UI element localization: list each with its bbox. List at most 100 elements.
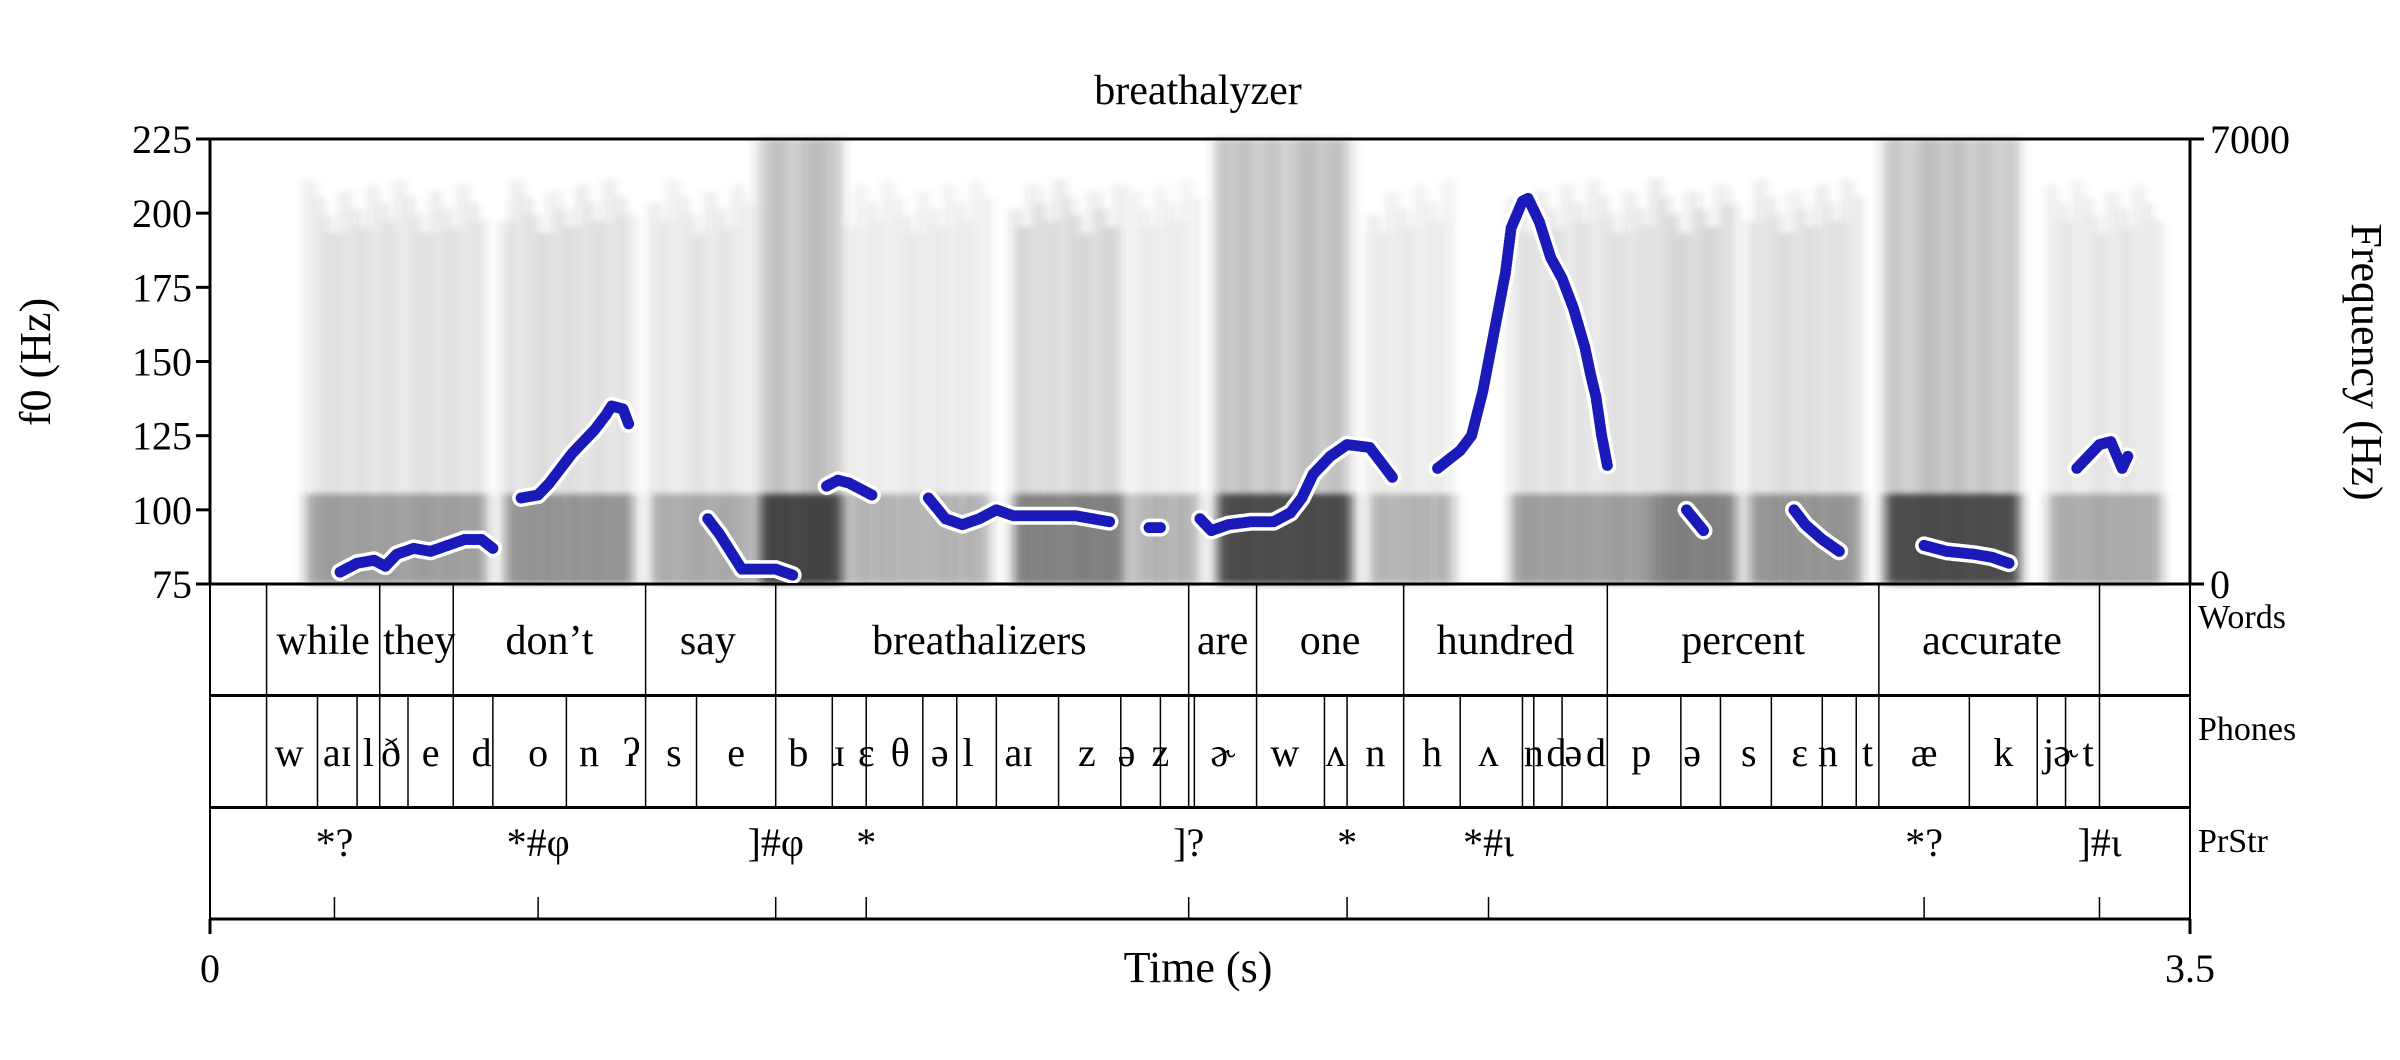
spectrogram-stripe (569, 227, 576, 584)
spectrogram-stripe (1835, 221, 1842, 584)
spectrogram-stripe (1893, 139, 1900, 584)
spectrogram-stripe (2083, 197, 2090, 584)
phone-label: h (1422, 730, 1442, 775)
phone-label: ɚ (2053, 730, 2079, 775)
spectrogram-stripe (1911, 139, 1919, 584)
annotation-tiers: while they don’t say breathalizers are one hund… (209, 583, 2296, 920)
spectrogram-stripe (660, 221, 667, 584)
pitch-segment (1140, 518, 1170, 537)
phone-label: d (472, 730, 492, 775)
spectrogram-stripe (450, 227, 458, 584)
phone-label: z (1152, 730, 1170, 775)
pitch-segment (1677, 500, 1713, 540)
spectrogram-low-band (1132, 494, 1200, 584)
phone-label: o (528, 730, 548, 775)
spectrogram-stripe (743, 203, 751, 584)
spectrogram-stripe (734, 185, 742, 584)
spectrogram-stripe (1634, 209, 1642, 584)
spectrogram-stripe (697, 233, 705, 584)
spectrogram-stripe (955, 203, 962, 584)
phone-label: j (2041, 730, 2054, 775)
spectrogram-stripe (1662, 197, 1669, 584)
spectrogram-stripe (1253, 139, 1260, 584)
spectrogram-stripe (1929, 139, 1937, 584)
spectrogram-stripe (1902, 139, 1909, 584)
f0-tick-label: 175 (132, 265, 192, 310)
spectrogram-stripe (1183, 179, 1189, 584)
spectrogram-stripe (1445, 179, 1452, 584)
f0-tick-label: 225 (132, 117, 192, 162)
f0-tick-label: 100 (132, 488, 192, 533)
spectrogram-stripe (1316, 139, 1323, 584)
spectrogram-stripe (928, 209, 935, 584)
phone-label: ɹ (831, 730, 844, 775)
pitch-segment (331, 530, 502, 582)
spectrogram-band (1748, 179, 1862, 584)
spectrogram-stripe (550, 191, 558, 584)
spectrogram-stripe (1226, 139, 1233, 584)
prstr-label: *? (1905, 820, 1943, 865)
spectrogram-stripe (1091, 191, 1098, 584)
pitch-point (1601, 459, 1613, 471)
spectrogram-stripe (1166, 203, 1172, 584)
spectrogram-band (1884, 139, 2021, 584)
spectrogram-stripe (1157, 185, 1164, 584)
phone-label: ə (1683, 730, 1701, 775)
spectrogram-stripe (2118, 209, 2125, 584)
spectrogram-stripe (405, 197, 413, 584)
pitch-segment (1191, 435, 1402, 540)
spectrogram-stripe (1528, 233, 1536, 584)
pitch-segment (817, 471, 881, 504)
phone-label: ə (1118, 730, 1136, 775)
word-label: say (680, 618, 736, 664)
prstr-label: ]? (1173, 820, 1204, 865)
spectrogram-stripe (504, 221, 511, 584)
chart-title: breathalyzer (1094, 68, 1302, 114)
spectrogram-stripe (1766, 197, 1773, 584)
spectrogram-stripe (1398, 209, 1405, 584)
spectrogram-stripe (973, 179, 980, 584)
word-label: they (383, 618, 455, 664)
spectrogram-stripe (1013, 209, 1020, 584)
spectrogram-stripe (824, 139, 832, 584)
spectrogram-stripe (1307, 139, 1314, 584)
phone-label: e (727, 730, 745, 775)
time-tick-end: 3.5 (2165, 946, 2215, 991)
spectrogram-stripe (1280, 139, 1287, 584)
phone-label: s (1741, 730, 1757, 775)
phone-label: z (1078, 730, 1096, 775)
pitch-point (2003, 557, 2015, 569)
spectrogram-stripe (1039, 203, 1046, 584)
spectrogram-stripe (849, 227, 856, 584)
spectrogram-stripe (679, 197, 686, 584)
pitch-point (1386, 471, 1398, 483)
prstr-label: ]#ι (2077, 820, 2121, 865)
pitch-segment (919, 488, 1119, 534)
tier-name: Words (2198, 599, 2286, 636)
spectrogram-stripe (1546, 209, 1553, 584)
spectrogram-stripe (2144, 203, 2151, 584)
tier-frame (209, 695, 2191, 808)
spectrogram-stripe (893, 197, 900, 584)
phone-label: w (275, 730, 304, 775)
spectrogram-stripe (1884, 139, 1891, 584)
spectrogram-low-band (1369, 494, 1455, 584)
spectrogram-stripe (2126, 227, 2133, 584)
spectrogram-stripe (1774, 215, 1781, 584)
pitch-segment (512, 397, 638, 507)
spectrogram-stripe (1149, 227, 1156, 584)
phone-label: ɛ (1791, 730, 1808, 775)
phone-label: e (422, 730, 440, 775)
spectrogram-stripe (2065, 221, 2073, 584)
phone-label: ə (1564, 730, 1582, 775)
spectrogram-stripe (1956, 139, 1964, 584)
spectrogram-stripe (1216, 139, 1224, 584)
word-label: accurate (1922, 618, 2062, 664)
spectrogram-stripe (1140, 209, 1147, 584)
spectrogram-stripe (937, 227, 944, 584)
phone-label: n (1524, 730, 1544, 775)
spectrogram-stripe (1975, 139, 1982, 584)
spectrogram-stripe (1511, 197, 1518, 584)
spectrogram-low-band (1884, 494, 2021, 584)
spectrogram-low-band (2048, 494, 2162, 584)
